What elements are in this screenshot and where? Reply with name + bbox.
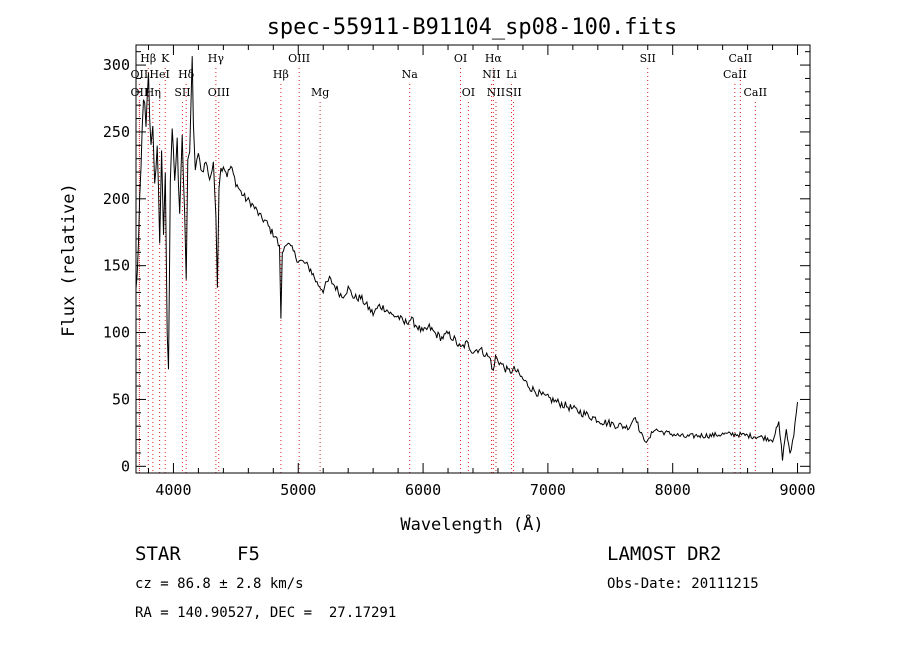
line-marker-label-16: Hα bbox=[485, 52, 503, 65]
line-marker-label-0: Hβ bbox=[140, 52, 156, 65]
line-marker-label-21: SII bbox=[640, 52, 656, 65]
line-marker-label-22: CaII bbox=[729, 52, 753, 65]
line-marker-label-11: OIII bbox=[288, 52, 310, 65]
line-marker-label-7: SII bbox=[174, 86, 190, 99]
x-tick-label: 9000 bbox=[779, 481, 815, 499]
x-tick-label: 7000 bbox=[530, 481, 566, 499]
line-marker-label-5: OII bbox=[131, 86, 149, 99]
redshift-velocity: cz = 86.8 ± 2.8 km/s bbox=[135, 576, 304, 592]
y-tick-label: 300 bbox=[103, 56, 130, 74]
x-tick-label: 8000 bbox=[655, 481, 691, 499]
y-tick-label: 250 bbox=[103, 123, 130, 141]
line-marker-label-10: Hβ bbox=[273, 68, 289, 81]
chart-title: spec-55911-B91104_sp08-100.fits bbox=[267, 15, 678, 40]
plot-frame bbox=[135, 44, 811, 474]
line-marker-label-18: Li bbox=[506, 68, 517, 81]
y-tick-label: 150 bbox=[103, 257, 130, 275]
survey-name: LAMOST DR2 bbox=[607, 543, 722, 565]
object-subclass: F5 bbox=[237, 543, 260, 565]
line-marker-label-8: Hγ bbox=[208, 52, 225, 65]
observation-date: Obs-Date: 20111215 bbox=[607, 576, 759, 592]
x-axis-label: Wavelength (Å) bbox=[400, 513, 543, 535]
y-tick-label: 0 bbox=[121, 457, 130, 475]
line-marker-label-17: NII bbox=[482, 68, 500, 81]
line-marker-label-23: CaII bbox=[723, 68, 747, 81]
line-marker-label-13: Na bbox=[402, 68, 419, 81]
line-marker-label-15: OI bbox=[462, 86, 475, 99]
y-tick-label: 200 bbox=[103, 190, 130, 208]
x-tick-label: 5000 bbox=[280, 481, 316, 499]
spectrum-line bbox=[135, 56, 798, 461]
x-tick-label: 4000 bbox=[155, 481, 191, 499]
y-axis-label: Flux (relative) bbox=[59, 183, 79, 337]
line-marker-label-3: HeI bbox=[149, 68, 169, 81]
line-marker-label-2: OII bbox=[131, 68, 149, 81]
line-marker-label-4: Hδ bbox=[178, 68, 195, 81]
line-marker-label-14: OI bbox=[454, 52, 467, 65]
line-marker-label-1: K bbox=[161, 52, 170, 65]
plot-axes bbox=[135, 44, 811, 474]
sky-coordinates: RA = 140.90527, DEC = 27.17291 bbox=[135, 605, 397, 621]
y-tick-label: 100 bbox=[103, 324, 130, 342]
line-marker-label-19: NII bbox=[487, 86, 505, 99]
line-marker-label-9: OIII bbox=[208, 86, 230, 99]
line-marker-label-12: Mg bbox=[311, 86, 329, 99]
object-type: STAR bbox=[135, 543, 181, 565]
axis-ticks: 4000 5000 6000 7000 8000 9000 0 50 100 150 200 250 3… bbox=[103, 45, 816, 499]
x-tick-label: 6000 bbox=[405, 481, 441, 499]
line-marker-label-20: SII bbox=[505, 86, 521, 99]
y-tick-label: 50 bbox=[112, 390, 130, 408]
line-marker-label-24: CaII bbox=[743, 86, 767, 99]
